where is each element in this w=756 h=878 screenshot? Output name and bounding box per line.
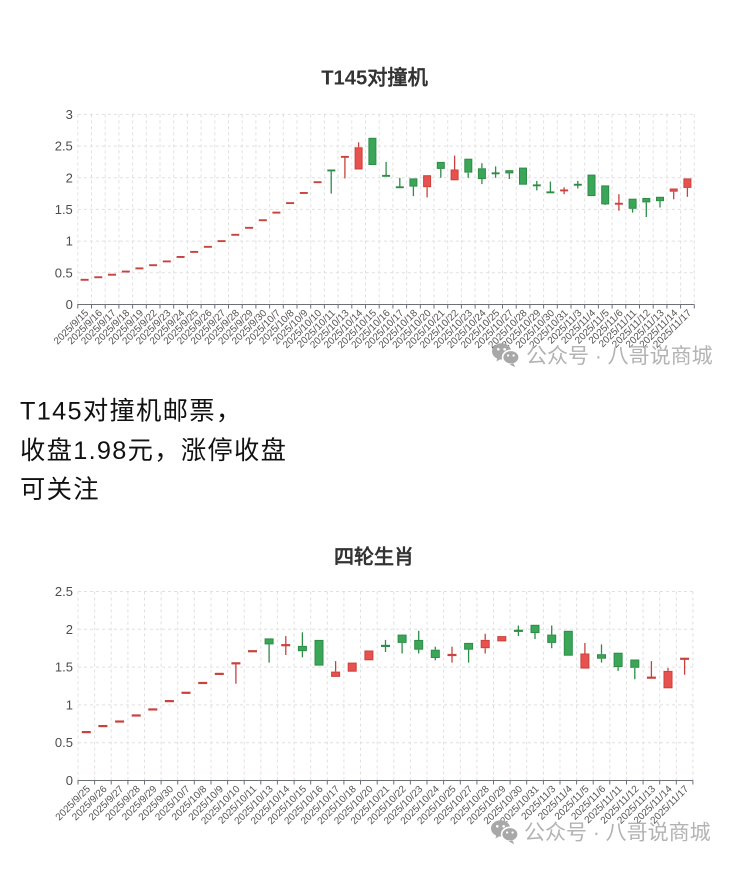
svg-text:0: 0 (66, 773, 73, 788)
svg-text:2: 2 (66, 170, 73, 185)
svg-text:1.5: 1.5 (55, 660, 73, 675)
svg-text:T145对撞机邮票，: T145对撞机邮票， (20, 398, 242, 426)
svg-text:1.5: 1.5 (55, 202, 73, 217)
svg-text:0.5: 0.5 (55, 735, 73, 750)
svg-text:3: 3 (66, 107, 73, 122)
svg-text:0: 0 (66, 297, 73, 312)
svg-text:2: 2 (66, 622, 73, 637)
svg-text:四轮生肖: 四轮生肖 (334, 545, 414, 569)
svg-text:2.5: 2.5 (55, 584, 73, 599)
svg-text:可关注: 可关注 (20, 476, 100, 504)
svg-text:收盘1.98元，涨停收盘: 收盘1.98元，涨停收盘 (20, 437, 287, 465)
svg-text:1: 1 (66, 234, 73, 249)
svg-text:公众号 · 八哥说商城: 公众号 · 八哥说商城 (526, 345, 713, 368)
svg-text:公众号 · 八哥说商城: 公众号 · 八哥说商城 (524, 822, 711, 845)
svg-text:1: 1 (66, 697, 73, 712)
svg-text:T145对撞机: T145对撞机 (321, 66, 428, 90)
svg-text:0.5: 0.5 (55, 265, 73, 280)
svg-text:2.5: 2.5 (55, 139, 73, 154)
